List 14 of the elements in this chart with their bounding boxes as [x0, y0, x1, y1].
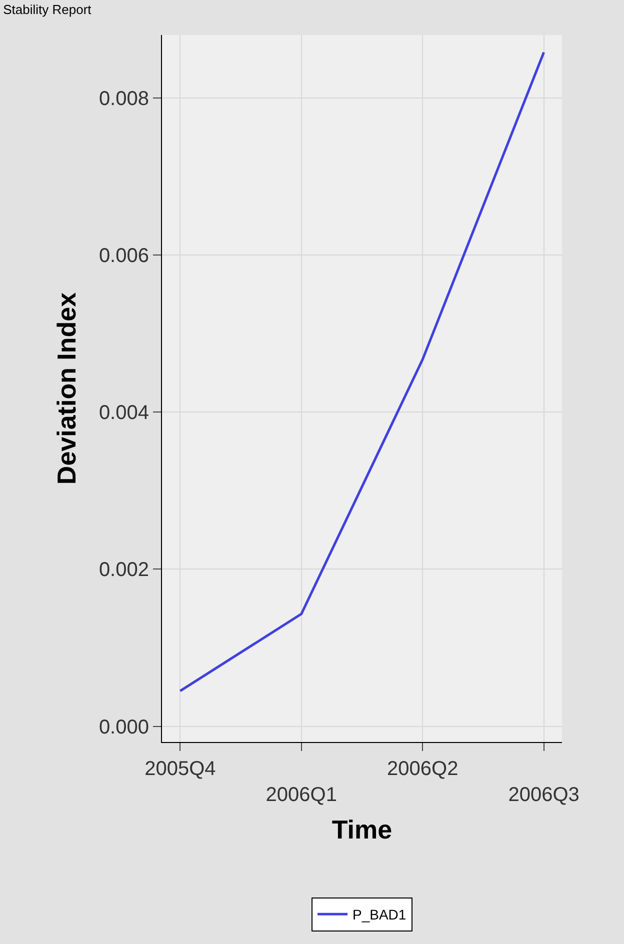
text: Stability Report	[3, 2, 92, 17]
y-tick-label: 0.000	[98, 716, 149, 738]
x-tick-label: 2006Q3	[508, 784, 580, 806]
x-tick-label: 2006Q2	[387, 758, 458, 780]
legend-label: P_BAD1	[352, 906, 406, 923]
y-tick-label: 0.006	[98, 244, 149, 267]
y-axis-title: Deviation Index	[51, 292, 82, 485]
y-tick-label: 0.004	[98, 402, 149, 424]
x-tick-label: 2006Q1	[266, 784, 337, 806]
y-tick-label: 0.008	[98, 88, 149, 110]
x-axis-title: Time	[332, 814, 392, 845]
y-tick-label: 0.002	[98, 559, 149, 582]
line-series	[178, 51, 546, 692]
x-tick-label: 2005Q4	[144, 758, 216, 780]
